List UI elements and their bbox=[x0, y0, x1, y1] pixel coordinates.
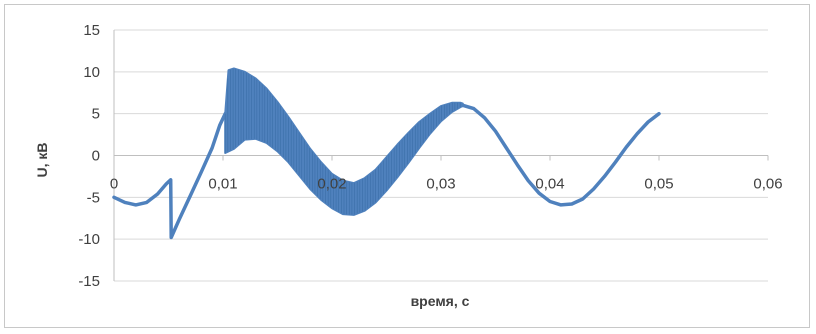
y-tick-label: -15 bbox=[78, 273, 100, 290]
y-tick-label: 10 bbox=[83, 64, 100, 81]
x-tick-label: 0,03 bbox=[426, 176, 455, 193]
x-tick-label: 0,01 bbox=[208, 176, 237, 193]
series-layer bbox=[112, 67, 661, 240]
y-tick-labels: -15 -10 -5 0 5 10 15 bbox=[78, 22, 100, 290]
y-tick-label: -5 bbox=[87, 189, 100, 206]
gridlines bbox=[113, 29, 769, 282]
chart-svg: -15 -10 -5 0 5 10 15 0 0,01 0,02 0,03 0,04 0,05 0,06… bbox=[34, 22, 783, 309]
x-tick-label: 0,02 bbox=[317, 176, 346, 193]
x-tick-labels: 0 0,01 0,02 0,03 0,04 0,05 0,06 bbox=[110, 176, 783, 193]
y-tick-label: -10 bbox=[78, 231, 100, 248]
y-axis-title: U, кВ bbox=[34, 142, 50, 177]
y-tick-label: 15 bbox=[83, 22, 100, 39]
series-line bbox=[461, 103, 661, 207]
y-tick-label: 5 bbox=[92, 106, 100, 123]
series-line bbox=[112, 111, 227, 240]
x-tick-label: 0 bbox=[110, 176, 118, 193]
chart-area: -15 -10 -5 0 5 10 15 0 0,01 0,02 0,03 0,04 0,05 0,06… bbox=[4, 4, 810, 328]
x-axis-title: время, с bbox=[411, 293, 470, 309]
x-tick-label: 0,06 bbox=[753, 176, 782, 193]
x-tick-label: 0,05 bbox=[644, 176, 673, 193]
x-tick-label: 0,04 bbox=[535, 176, 564, 193]
y-tick-label: 0 bbox=[92, 148, 100, 165]
